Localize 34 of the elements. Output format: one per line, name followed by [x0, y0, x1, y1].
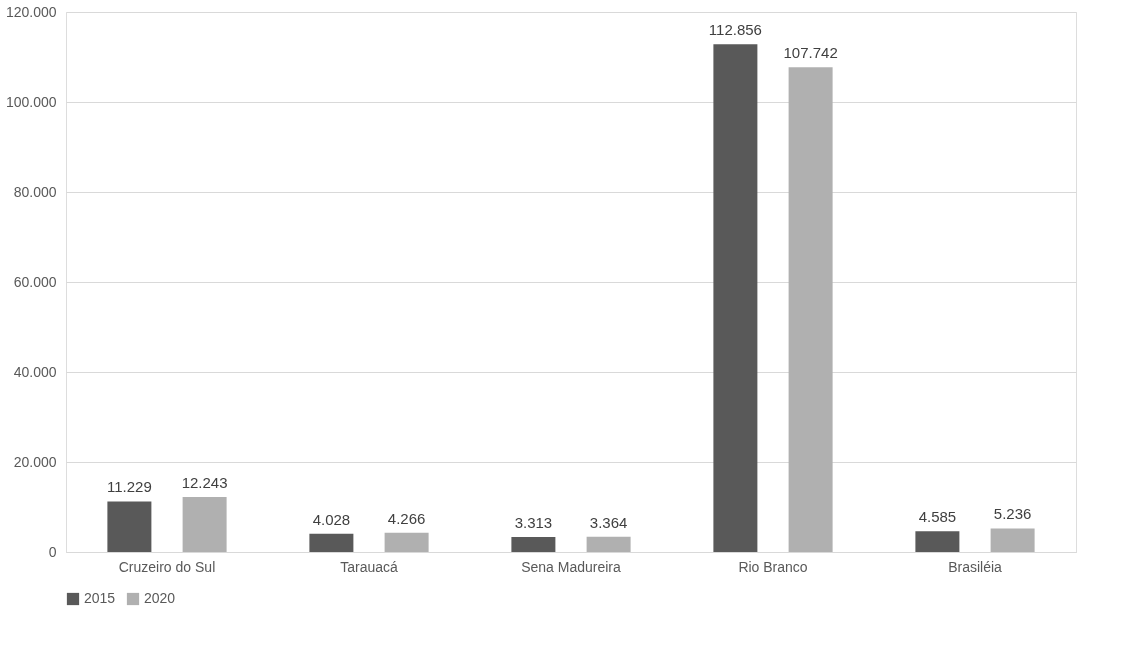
bar — [713, 44, 758, 552]
y-tick-label: 80.000 — [13, 183, 57, 200]
bar — [990, 528, 1035, 552]
bar — [586, 536, 631, 552]
data-label: 5.236 — [993, 505, 1032, 523]
y-tick-label: 120.000 — [5, 3, 57, 20]
bar — [511, 537, 556, 552]
data-label: 112.856 — [708, 21, 762, 39]
x-tick-label: Brasiléia — [948, 558, 1003, 575]
bar — [915, 531, 960, 552]
y-tick-label: 60.000 — [13, 273, 57, 290]
y-tick-label: 100.000 — [5, 93, 57, 110]
data-label: 3.313 — [514, 514, 553, 532]
legend-label: 2020 — [144, 590, 176, 606]
data-label: 4.585 — [918, 508, 957, 526]
bar — [182, 496, 227, 552]
y-tick-label: 0 — [48, 543, 57, 560]
x-tick-label: Tarauacá — [340, 558, 399, 575]
y-tick-label: 20.000 — [13, 453, 57, 470]
legend-label: 2015 — [84, 590, 116, 606]
data-label: 3.364 — [589, 513, 628, 531]
bar — [384, 532, 429, 552]
data-label: 11.229 — [107, 478, 152, 496]
x-tick-label: Sena Madureira — [521, 558, 622, 575]
data-label: 4.028 — [312, 510, 351, 528]
data-label: 107.742 — [783, 44, 838, 62]
bar — [788, 67, 833, 552]
x-tick-label: Cruzeiro do Sul — [118, 558, 216, 575]
bar — [107, 501, 152, 552]
data-label: 12.243 — [181, 473, 228, 491]
x-tick-label: Rio Branco — [738, 558, 808, 575]
data-label: 4.266 — [387, 509, 426, 527]
bar — [309, 533, 354, 552]
y-tick-label: 40.000 — [13, 363, 57, 380]
